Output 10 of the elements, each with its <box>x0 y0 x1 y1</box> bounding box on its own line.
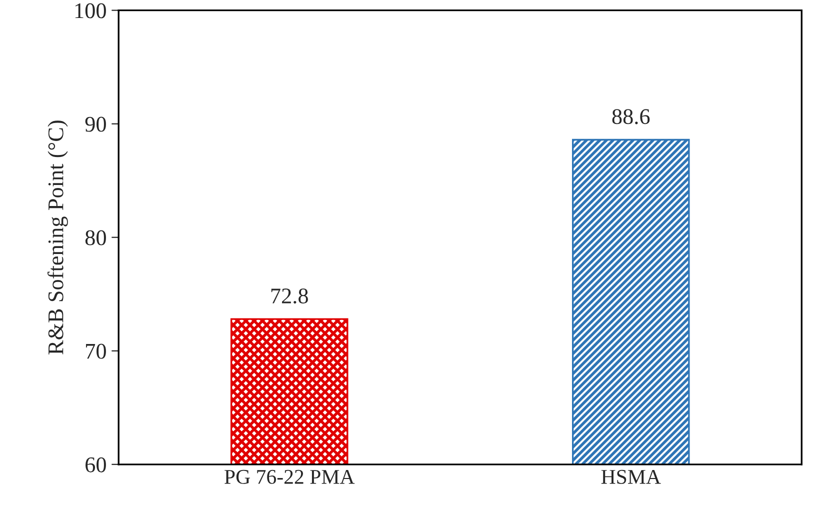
y-tick-label: 90 <box>85 116 106 132</box>
data-label: 72.8 <box>271 288 308 304</box>
x-tick-label: PG 76-22 PMA <box>224 470 355 484</box>
data-label: 88.6 <box>612 109 650 124</box>
y-tick-label: 100 <box>75 3 106 18</box>
y-tick-label: 80 <box>85 230 106 246</box>
x-tick-label: HSMA <box>601 470 661 484</box>
y-tick-label: 60 <box>86 457 106 472</box>
y-axis-title: R&B Softening Point (°C) <box>47 120 68 354</box>
y-tick-label: 70 <box>86 344 106 359</box>
